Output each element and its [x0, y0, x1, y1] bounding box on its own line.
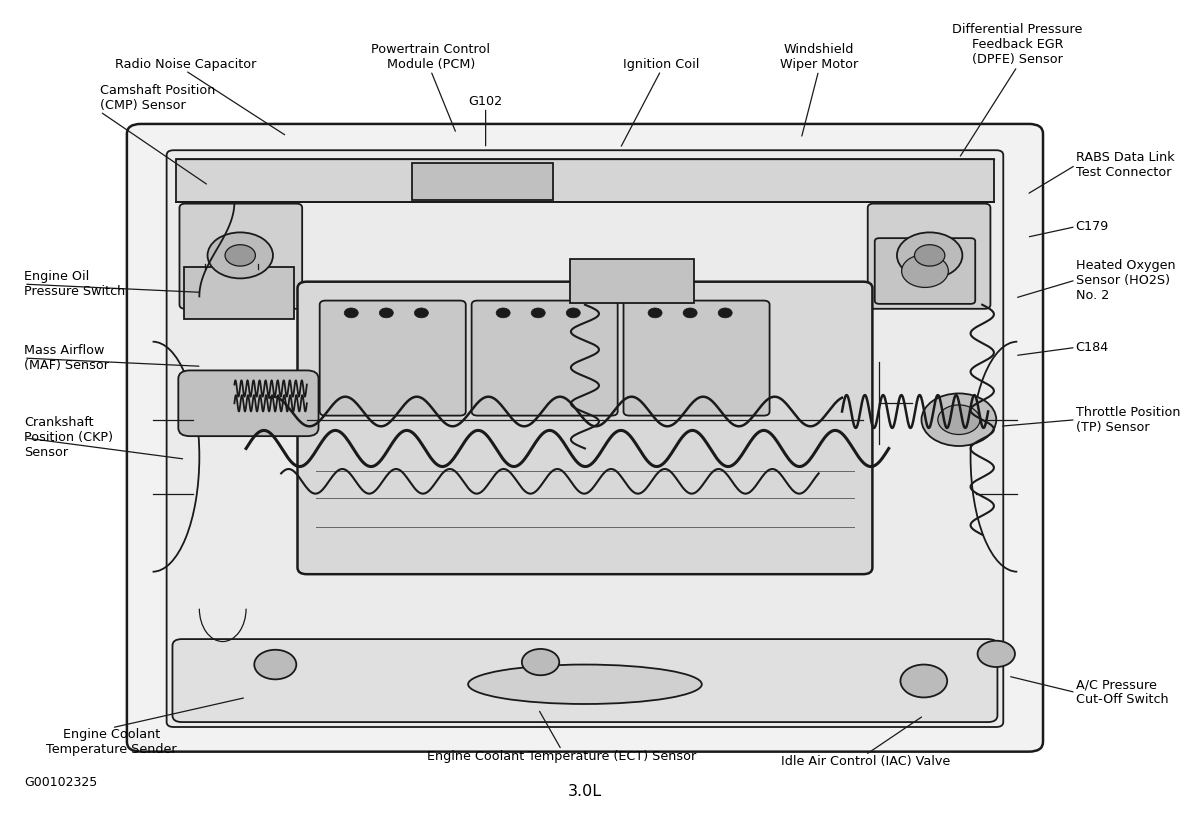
Circle shape	[922, 393, 996, 446]
Text: Camshaft Position
(CMP) Sensor: Camshaft Position (CMP) Sensor	[100, 84, 215, 112]
FancyBboxPatch shape	[319, 300, 466, 416]
Circle shape	[522, 649, 559, 675]
Circle shape	[379, 308, 394, 318]
Text: A/C Pressure
Cut-Off Switch: A/C Pressure Cut-Off Switch	[1075, 678, 1169, 706]
Text: Crankshaft
Position (CKP)
Sensor: Crankshaft Position (CKP) Sensor	[24, 416, 113, 459]
Circle shape	[896, 232, 962, 278]
Text: Powertrain Control
Module (PCM): Powertrain Control Module (PCM)	[371, 43, 491, 71]
FancyBboxPatch shape	[472, 300, 618, 416]
FancyBboxPatch shape	[570, 258, 694, 303]
Text: Engine Coolant Temperature (ECT) Sensor: Engine Coolant Temperature (ECT) Sensor	[427, 750, 696, 763]
FancyBboxPatch shape	[167, 151, 1003, 727]
Circle shape	[978, 641, 1015, 667]
FancyBboxPatch shape	[624, 300, 769, 416]
Text: RABS Data Link
Test Connector: RABS Data Link Test Connector	[1075, 151, 1175, 179]
Text: 3.0L: 3.0L	[568, 784, 602, 799]
Text: Differential Pressure
Feedback EGR
(DPFE) Sensor: Differential Pressure Feedback EGR (DPFE…	[952, 23, 1082, 67]
FancyBboxPatch shape	[875, 238, 976, 304]
Text: Radio Noise Capacitor: Radio Noise Capacitor	[115, 58, 256, 71]
Text: Engine Coolant
Temperature Sender: Engine Coolant Temperature Sender	[47, 728, 178, 756]
Circle shape	[938, 405, 980, 435]
Circle shape	[496, 308, 510, 318]
FancyBboxPatch shape	[184, 267, 294, 319]
FancyBboxPatch shape	[179, 370, 318, 436]
Text: Heated Oxygen
Sensor (HO2S)
No. 2: Heated Oxygen Sensor (HO2S) No. 2	[1075, 258, 1175, 301]
Circle shape	[718, 308, 732, 318]
Circle shape	[344, 308, 359, 318]
Text: Throttle Position
(TP) Sensor: Throttle Position (TP) Sensor	[1075, 406, 1181, 434]
Circle shape	[683, 308, 697, 318]
Circle shape	[914, 244, 944, 266]
Bar	[176, 160, 994, 202]
Circle shape	[254, 650, 296, 679]
Text: G102: G102	[468, 95, 503, 108]
FancyBboxPatch shape	[180, 203, 302, 309]
Text: G00102325: G00102325	[24, 776, 97, 789]
Circle shape	[566, 308, 581, 318]
Text: Windshield
Wiper Motor: Windshield Wiper Motor	[780, 43, 858, 71]
Circle shape	[532, 308, 545, 318]
Text: Mass Airflow
(MAF) Sensor: Mass Airflow (MAF) Sensor	[24, 344, 109, 372]
Circle shape	[901, 254, 948, 287]
Circle shape	[208, 232, 272, 278]
Circle shape	[648, 308, 662, 318]
Circle shape	[226, 244, 256, 266]
FancyBboxPatch shape	[127, 124, 1043, 751]
Ellipse shape	[468, 664, 702, 704]
FancyBboxPatch shape	[412, 163, 553, 200]
Circle shape	[414, 308, 428, 318]
FancyBboxPatch shape	[868, 203, 990, 309]
Text: Idle Air Control (IAC) Valve: Idle Air Control (IAC) Valve	[781, 755, 950, 768]
FancyBboxPatch shape	[298, 281, 872, 574]
Text: Ignition Coil: Ignition Coil	[623, 58, 700, 71]
Text: C184: C184	[1075, 341, 1109, 354]
Text: Engine Oil
Pressure Switch: Engine Oil Pressure Switch	[24, 270, 125, 298]
Text: C179: C179	[1075, 220, 1109, 233]
Circle shape	[900, 664, 947, 697]
FancyBboxPatch shape	[173, 639, 997, 722]
